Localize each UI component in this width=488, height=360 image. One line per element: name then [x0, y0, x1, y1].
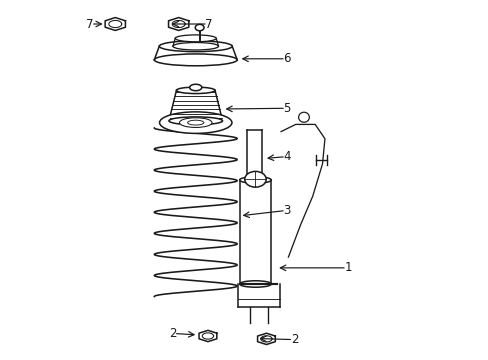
- Ellipse shape: [176, 87, 215, 94]
- Text: 2: 2: [290, 333, 298, 346]
- Polygon shape: [105, 18, 125, 31]
- Ellipse shape: [298, 112, 309, 122]
- Text: 5: 5: [283, 102, 290, 115]
- Ellipse shape: [159, 41, 232, 52]
- Polygon shape: [168, 18, 188, 31]
- Text: 3: 3: [283, 204, 290, 217]
- Polygon shape: [257, 333, 275, 345]
- Polygon shape: [199, 330, 216, 342]
- Ellipse shape: [189, 84, 202, 91]
- Ellipse shape: [173, 42, 218, 50]
- Text: 4: 4: [283, 150, 290, 163]
- Text: 1: 1: [344, 261, 351, 274]
- Text: 7: 7: [205, 18, 212, 31]
- Ellipse shape: [154, 54, 237, 66]
- Text: 2: 2: [168, 327, 176, 340]
- Text: 7: 7: [86, 18, 93, 31]
- Text: 6: 6: [283, 52, 290, 65]
- Ellipse shape: [179, 118, 212, 127]
- Ellipse shape: [168, 117, 222, 125]
- Ellipse shape: [239, 281, 271, 287]
- Ellipse shape: [159, 112, 231, 134]
- Circle shape: [244, 171, 265, 187]
- Ellipse shape: [239, 177, 271, 183]
- Circle shape: [195, 24, 203, 31]
- Ellipse shape: [175, 35, 216, 42]
- Polygon shape: [239, 180, 271, 284]
